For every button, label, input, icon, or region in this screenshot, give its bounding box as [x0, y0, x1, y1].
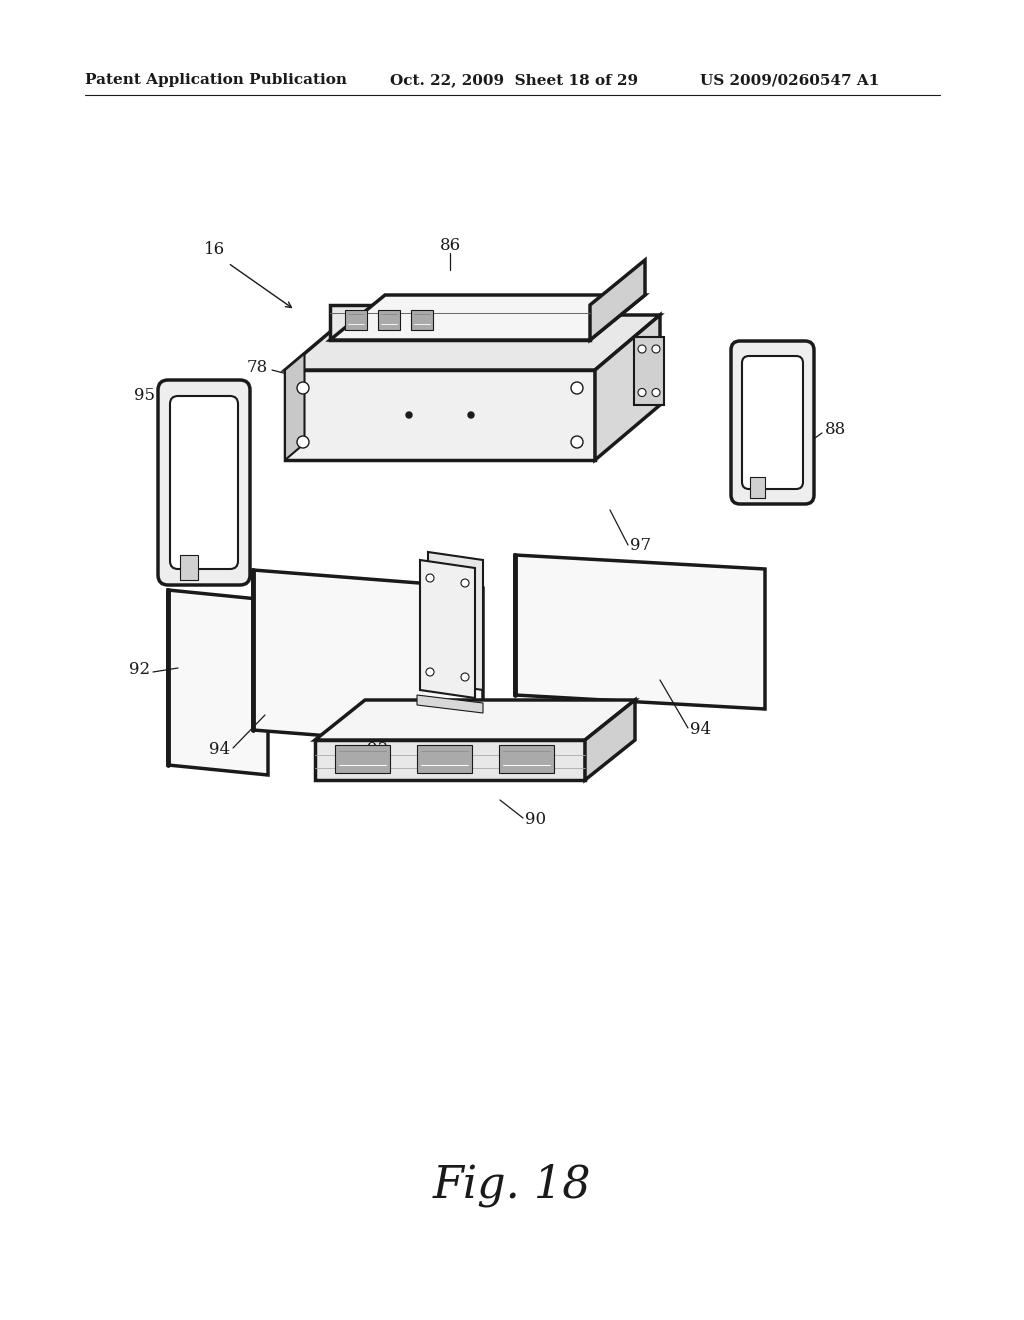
Circle shape: [571, 381, 583, 393]
Text: Oct. 22, 2009  Sheet 18 of 29: Oct. 22, 2009 Sheet 18 of 29: [390, 73, 638, 87]
Polygon shape: [585, 700, 635, 780]
Text: Patent Application Publication: Patent Application Publication: [85, 73, 347, 87]
Polygon shape: [417, 696, 483, 713]
Polygon shape: [335, 744, 390, 774]
Text: 90: 90: [525, 812, 546, 829]
Circle shape: [652, 388, 660, 396]
Circle shape: [461, 579, 469, 587]
Text: 94: 94: [209, 742, 230, 759]
Polygon shape: [515, 554, 765, 709]
Circle shape: [426, 668, 434, 676]
Polygon shape: [420, 560, 475, 698]
Polygon shape: [378, 310, 400, 330]
Polygon shape: [499, 744, 554, 774]
Polygon shape: [285, 370, 595, 459]
Circle shape: [297, 381, 309, 393]
Polygon shape: [590, 260, 645, 341]
Circle shape: [406, 412, 412, 418]
Polygon shape: [595, 315, 660, 459]
Polygon shape: [750, 477, 765, 498]
Text: 94: 94: [690, 722, 711, 738]
Polygon shape: [253, 570, 483, 748]
Polygon shape: [168, 590, 268, 775]
Circle shape: [638, 388, 646, 396]
Circle shape: [571, 436, 583, 447]
Circle shape: [638, 345, 646, 352]
FancyBboxPatch shape: [158, 380, 250, 585]
Polygon shape: [285, 315, 660, 370]
FancyBboxPatch shape: [731, 341, 814, 504]
Circle shape: [297, 436, 309, 447]
FancyBboxPatch shape: [742, 356, 803, 488]
Circle shape: [426, 574, 434, 582]
Text: 92: 92: [129, 661, 150, 678]
Text: 86: 86: [439, 236, 461, 253]
Polygon shape: [634, 337, 664, 404]
Circle shape: [461, 673, 469, 681]
FancyBboxPatch shape: [170, 396, 238, 569]
Text: 16: 16: [205, 242, 225, 259]
Text: 88: 88: [825, 421, 846, 438]
Text: 95: 95: [134, 387, 155, 404]
Circle shape: [468, 412, 474, 418]
Polygon shape: [330, 294, 645, 341]
Polygon shape: [417, 744, 472, 774]
Text: 93: 93: [367, 742, 388, 759]
Text: 78: 78: [247, 359, 268, 376]
Polygon shape: [180, 554, 198, 579]
Polygon shape: [411, 310, 433, 330]
Polygon shape: [315, 700, 635, 741]
Polygon shape: [315, 741, 585, 780]
Text: Fig. 18: Fig. 18: [433, 1163, 591, 1206]
Circle shape: [652, 345, 660, 352]
Polygon shape: [330, 305, 590, 341]
Polygon shape: [345, 310, 367, 330]
Text: 97: 97: [630, 536, 651, 553]
Text: US 2009/0260547 A1: US 2009/0260547 A1: [700, 73, 880, 87]
Polygon shape: [428, 552, 483, 690]
Polygon shape: [285, 354, 304, 459]
